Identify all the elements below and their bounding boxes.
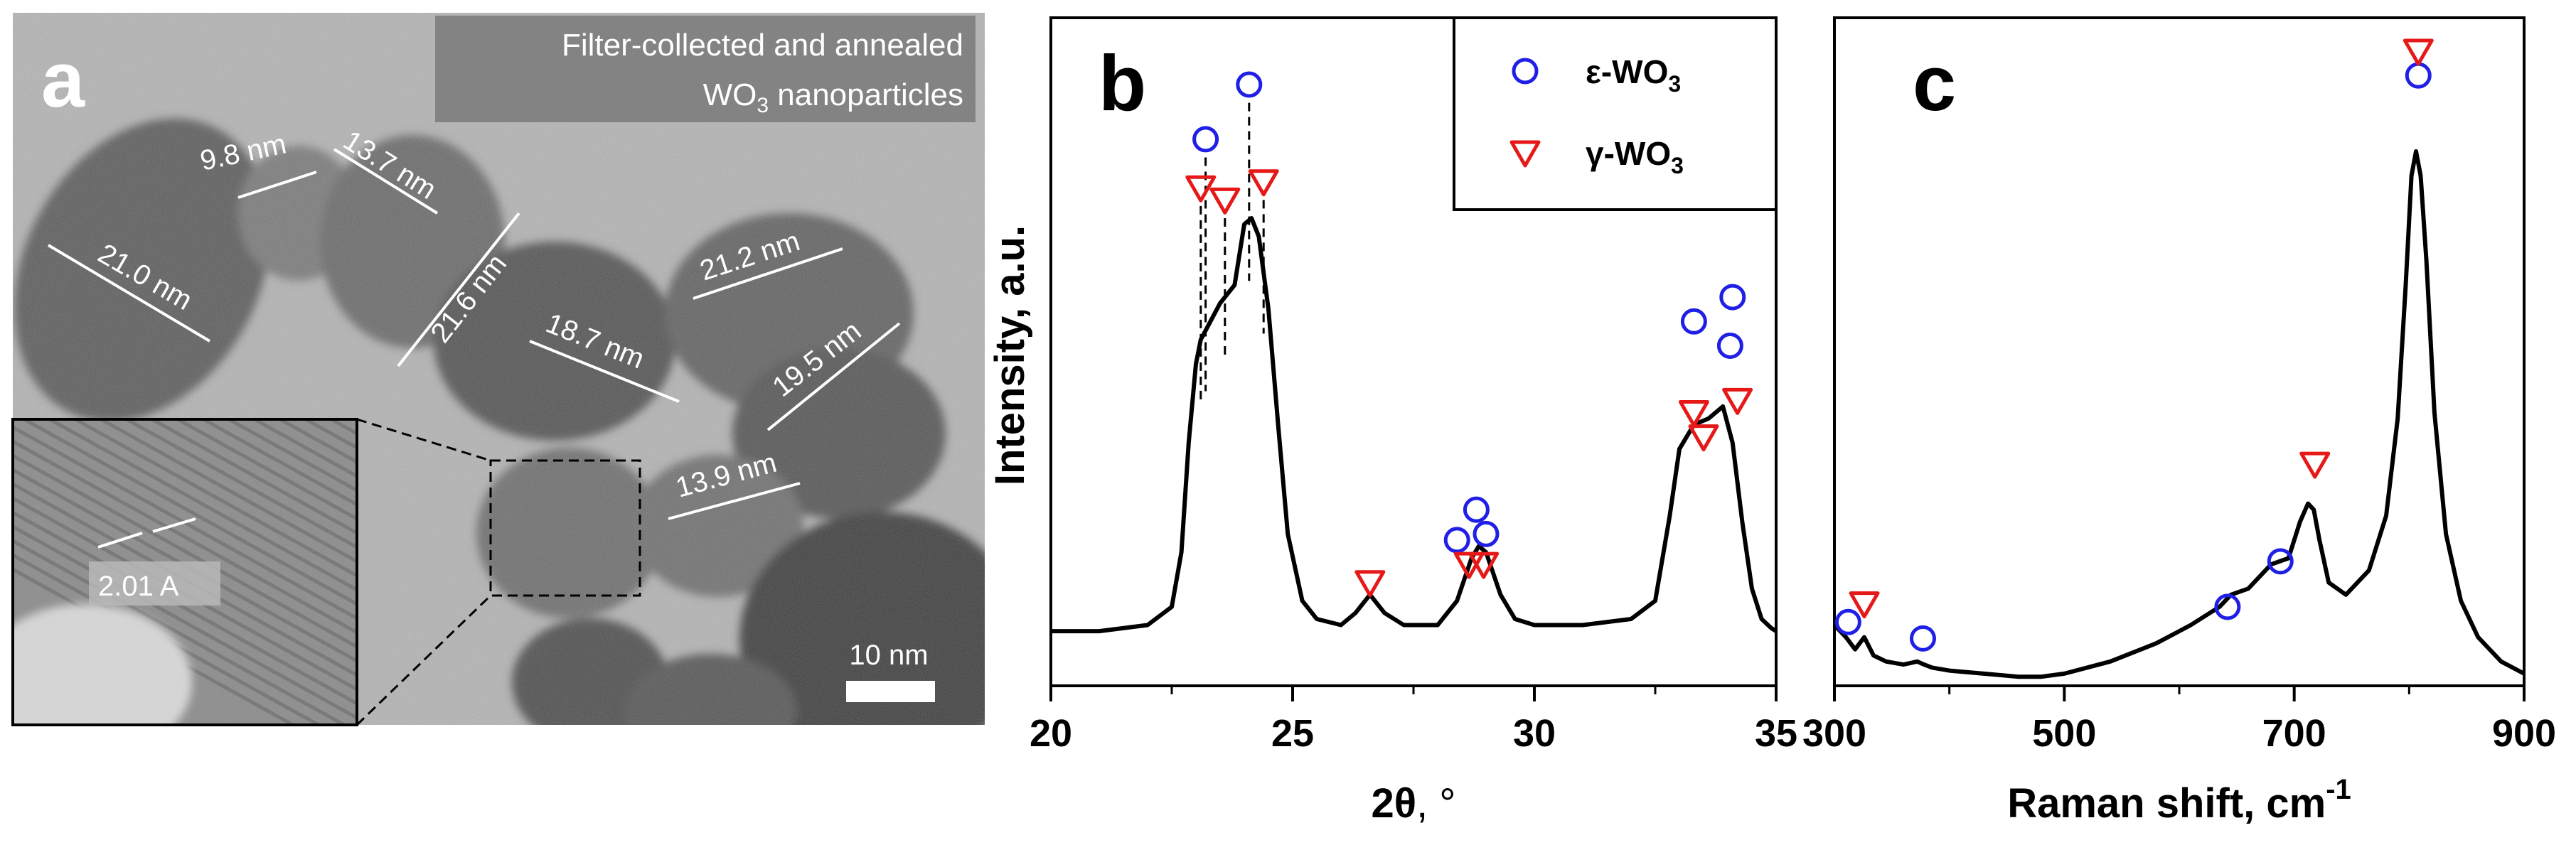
xrd-gamma-marker (1354, 570, 1386, 598)
raman-epsilon-marker (2405, 62, 2432, 89)
raman-gamma-marker (2403, 38, 2434, 66)
raman-x-tick-label-500: 500 (2032, 712, 2096, 755)
legend-epsilon-marker (1512, 58, 1539, 85)
legend-epsilon-label: ε-WO3 (1586, 53, 1681, 97)
xrd-x-tick-label-30: 30 (1513, 712, 1556, 755)
xrd-x-axis-label: 2θ, ° (1371, 780, 1455, 827)
raman-epsilon-marker (1909, 625, 1936, 652)
xrd-epsilon-marker (1192, 126, 1219, 153)
raman-epsilon-marker (2214, 593, 2241, 620)
xrd-x-tick-label-25: 25 (1271, 712, 1314, 755)
raman-x-tick-label-900: 900 (2492, 712, 2556, 755)
scale-bar (846, 681, 935, 702)
xrd-gamma-marker (1722, 387, 1753, 415)
raman-gamma-marker (2299, 451, 2331, 479)
panel-label-c: c (1913, 40, 1956, 127)
panel-label-a: a (41, 36, 85, 124)
xrd-y-axis-label: Intensity, a.u. (987, 225, 1033, 485)
xrd-gamma-marker (1688, 424, 1719, 452)
xrd-dashed-guides (1199, 102, 1265, 401)
xrd-epsilon-marker (1719, 284, 1746, 311)
inset-frame (11, 418, 358, 726)
raman-x-ticks: 300 500 700 900 (1802, 686, 2556, 755)
lattice-spacing-label: 2.01 A (98, 571, 179, 602)
zoom-region-box (489, 459, 641, 597)
caption-line-1: Filter-collected and annealed (562, 28, 963, 63)
raman-x-axis-label: Raman shift, cm-1 (2007, 774, 2351, 827)
xrd-x-ticks: 20 25 30 35 (1030, 686, 1797, 755)
caption-box (435, 16, 976, 122)
legend: ε-WO3 γ-WO3 (1453, 16, 1778, 211)
xrd-gamma-marker (1209, 187, 1241, 215)
xrd-phase-markers (1185, 71, 1753, 598)
xrd-gamma-marker (1678, 399, 1709, 427)
xrd-epsilon-marker (1463, 496, 1490, 523)
xrd-gamma-marker (1185, 175, 1217, 203)
xrd-x-tick-label-35: 35 (1755, 712, 1797, 755)
raman-chart: 300 500 700 900 c Raman shift, cm-1 (1802, 16, 2556, 827)
xrd-x-tick-label-20: 20 (1030, 712, 1072, 755)
xrd-gamma-marker (1248, 169, 1279, 197)
raman-epsilon-marker (2267, 548, 2294, 575)
xrd-epsilon-marker (1443, 527, 1470, 554)
raman-epsilon-marker (1834, 608, 1861, 635)
raman-gamma-marker (1849, 591, 1880, 619)
xrd-epsilon-marker (1680, 308, 1707, 335)
size-arrows (47, 148, 901, 520)
xrd-epsilon-marker (1236, 71, 1263, 98)
caption-line-2: WO3 nanoparticles (703, 77, 963, 117)
raman-series-line (1832, 149, 2526, 679)
xrd-gamma-marker (1468, 551, 1500, 579)
legend-gamma-label: γ-WO3 (1586, 135, 1684, 178)
xrd-series-line (1051, 216, 1778, 634)
inset-label-box (89, 561, 220, 606)
zoom-leader-top (356, 418, 491, 462)
raman-x-tick-label-300: 300 (1802, 712, 1866, 755)
lattice-spacing-arrows (97, 517, 196, 549)
panel-label-b: b (1099, 40, 1146, 127)
scale-bar-label: 10 nm (849, 640, 928, 671)
legend-gamma-marker (1509, 140, 1541, 168)
raman-phase-markers (1834, 38, 2434, 652)
xrd-epsilon-marker (1473, 520, 1500, 547)
raman-x-tick-label-700: 700 (2262, 712, 2326, 755)
legend-box (1453, 16, 1778, 211)
xrd-chart: 20 25 30 35 b ε-WO3 γ-WO3 Intensity, a.u. 2… (987, 16, 1797, 827)
xrd-epsilon-marker (1716, 332, 1743, 359)
